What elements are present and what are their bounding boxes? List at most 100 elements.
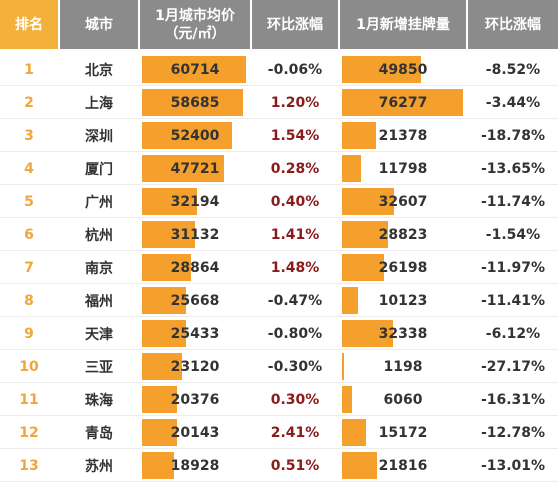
listings-change-cell: -8.52%	[485, 61, 541, 78]
listings-value: 15172	[378, 424, 428, 441]
row-divider	[0, 316, 558, 317]
listings-change-cell: -27.17%	[480, 358, 546, 375]
city-cell: 北京	[85, 62, 113, 79]
price-bar	[142, 89, 243, 116]
city-cell: 青岛	[85, 425, 113, 442]
listings-value: 32607	[378, 193, 428, 210]
listings-value: 6060	[383, 391, 423, 408]
listings-change-cell: -11.41%	[480, 292, 546, 309]
city-cell: 福州	[85, 293, 113, 310]
table-row: 2 上海 58685 1.20% 76277 -3.44%	[0, 86, 558, 119]
price-bar	[142, 254, 191, 281]
listings-bar	[342, 353, 344, 380]
listings-bar	[342, 287, 358, 314]
table-row: 11 珠海 20376 0.30% 6060 -16.31%	[0, 383, 558, 416]
listings-value: 11798	[378, 160, 428, 177]
price-change-cell: 0.30%	[270, 391, 320, 408]
city-cell: 深圳	[85, 128, 113, 145]
listings-change-cell: -3.44%	[485, 94, 541, 111]
rank-cell: 12	[19, 424, 39, 441]
listings-change-cell: -13.65%	[480, 160, 546, 177]
row-divider	[0, 382, 558, 383]
listings-value: 10123	[378, 292, 428, 309]
price-change-cell: 0.40%	[270, 193, 320, 210]
price-bar	[142, 386, 177, 413]
row-divider	[0, 151, 558, 152]
rank-cell: 8	[24, 292, 34, 309]
listings-change-cell: -16.31%	[480, 391, 546, 408]
table-row: 9 天津 25433 -0.80% 32338 -6.12%	[0, 317, 558, 350]
rank-cell: 5	[24, 193, 34, 210]
price-change-cell: 1.41%	[270, 226, 320, 243]
row-divider	[0, 349, 558, 350]
price-bar	[142, 221, 195, 248]
row-divider	[0, 448, 558, 449]
table-row: 13 苏州 18928 0.51% 21816 -13.01%	[0, 449, 558, 482]
rank-cell: 3	[24, 127, 34, 144]
city-cell: 广州	[85, 194, 113, 211]
price-change-cell: 0.51%	[270, 457, 320, 474]
price-value: 47721	[170, 160, 220, 177]
rank-cell: 2	[24, 94, 34, 111]
price-value: 20376	[170, 391, 220, 408]
row-divider	[0, 85, 558, 86]
rank-cell: 7	[24, 259, 34, 276]
table-row: 4 厦门 47721 0.28% 11798 -13.65%	[0, 152, 558, 185]
listings-change-cell: -11.74%	[480, 193, 546, 210]
rank-cell: 6	[24, 226, 34, 243]
listings-change-cell: -6.12%	[485, 325, 541, 342]
row-divider	[0, 184, 558, 185]
table-row: 3 深圳 52400 1.54% 21378 -18.78%	[0, 119, 558, 152]
city-cell: 珠海	[85, 392, 113, 409]
price-bar	[142, 287, 186, 314]
rank-cell: 4	[24, 160, 34, 177]
listings-value: 26198	[378, 259, 428, 276]
table-row: 5 广州 32194 0.40% 32607 -11.74%	[0, 185, 558, 218]
listings-bar	[342, 122, 376, 149]
listings-bar	[342, 89, 463, 116]
listings-bar	[342, 419, 366, 446]
price-value: 25433	[170, 325, 220, 342]
listings-change-cell: -18.78%	[480, 127, 546, 144]
price-change-cell: 1.48%	[270, 259, 320, 276]
table-row: 1 北京 60714 -0.06% 49850 -8.52%	[0, 53, 558, 86]
price-change-cell: -0.30%	[267, 358, 323, 375]
row-divider	[0, 217, 558, 218]
header-price-line2: （元/㎡）	[164, 25, 226, 42]
listings-bar	[342, 254, 384, 281]
price-value: 23120	[170, 358, 220, 375]
listings-value: 28823	[378, 226, 428, 243]
price-change-cell: 1.20%	[270, 94, 320, 111]
row-divider	[0, 283, 558, 284]
listings-bar	[342, 188, 394, 215]
header-rank: 排名	[0, 0, 58, 49]
price-value: 58685	[170, 94, 220, 111]
listings-change-cell: -13.01%	[480, 457, 546, 474]
header-price: 1月城市均价 （元/㎡）	[140, 0, 250, 49]
header-listings-change: 环比涨幅	[468, 0, 558, 49]
price-value: 18928	[170, 457, 220, 474]
listings-value: 76277	[378, 94, 428, 111]
price-value: 25668	[170, 292, 220, 309]
listings-change-cell: -11.97%	[480, 259, 546, 276]
price-bar	[142, 188, 197, 215]
price-value: 28864	[170, 259, 220, 276]
listings-value: 1198	[383, 358, 423, 375]
price-bar	[142, 155, 224, 182]
table-row: 8 福州 25668 -0.47% 10123 -11.41%	[0, 284, 558, 317]
table-row: 10 三亚 23120 -0.30% 1198 -27.17%	[0, 350, 558, 383]
listings-value: 32338	[378, 325, 428, 342]
price-bar	[142, 419, 177, 446]
rank-cell: 10	[19, 358, 39, 375]
row-divider	[0, 118, 558, 119]
row-divider	[0, 415, 558, 416]
price-change-cell: 0.28%	[270, 160, 320, 177]
price-value: 31132	[170, 226, 220, 243]
price-change-cell: -0.80%	[267, 325, 323, 342]
listings-value: 21816	[378, 457, 428, 474]
table-row: 6 杭州 31132 1.41% 28823 -1.54%	[0, 218, 558, 251]
listings-bar	[342, 221, 388, 248]
price-change-cell: 2.41%	[270, 424, 320, 441]
price-change-cell: -0.06%	[267, 61, 323, 78]
